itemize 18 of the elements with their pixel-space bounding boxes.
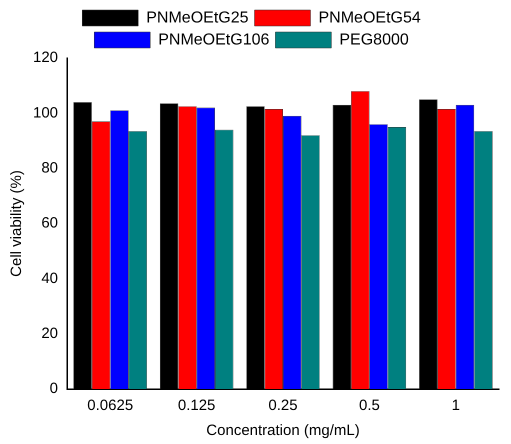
x-axis-title: Concentration (mg/mL) — [206, 422, 360, 440]
legend-label: PNMeOEtG54 — [318, 9, 421, 26]
y-tick-label: 100 — [32, 104, 58, 122]
x-tick-label: 0.25 — [268, 397, 298, 414]
x-tick-label: 1 — [452, 397, 460, 414]
y-tick-label: 40 — [41, 270, 58, 287]
legend-label: PNMeOEtG25 — [146, 9, 249, 26]
legend-label: PEG8000 — [339, 31, 409, 48]
x-tick-label: 0.5 — [358, 397, 380, 414]
legend-label: PNMeOEtG106 — [158, 31, 270, 48]
y-tick-label: 120 — [32, 49, 58, 66]
y-tick-label: 80 — [41, 159, 58, 176]
y-tick-label: 0 — [50, 380, 58, 398]
y-tick-label: 60 — [41, 214, 58, 232]
x-tick-label: 0.0625 — [87, 397, 134, 414]
y-axis-title: Cell viability (%) — [8, 170, 26, 277]
y-tick-label: 20 — [41, 324, 58, 342]
x-tick-label: 0.125 — [178, 397, 216, 414]
